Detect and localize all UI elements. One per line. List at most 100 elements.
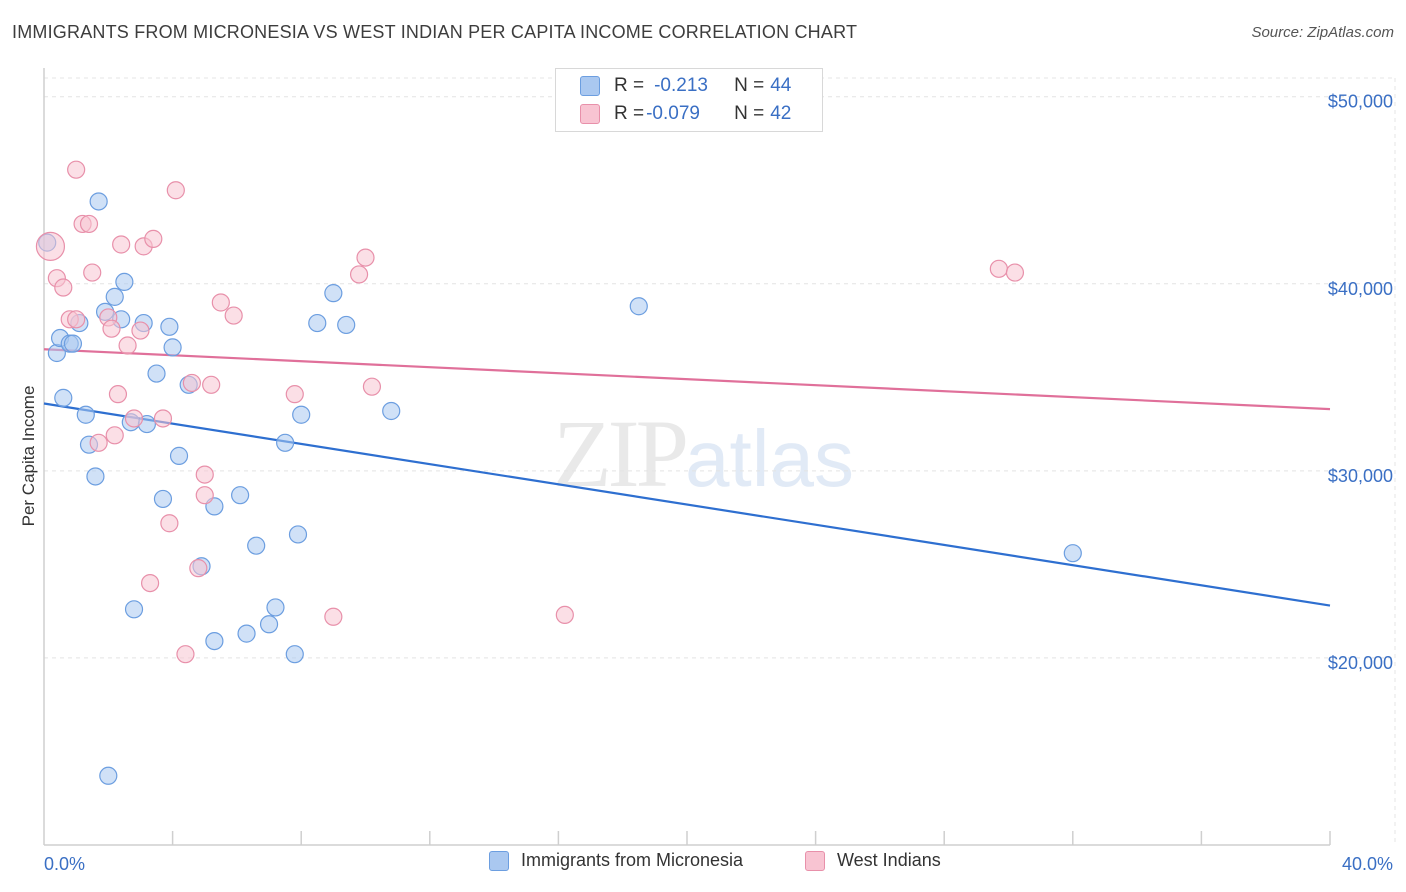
bottom-legend-label-west-indians: West Indians xyxy=(837,850,941,870)
data-point xyxy=(555,605,574,625)
stats-legend: R = -0.213 N = 44 R = -0.079 N = 42 xyxy=(555,68,823,132)
data-point xyxy=(382,401,401,421)
y-axis-title: Per Capita Income xyxy=(19,386,38,527)
legend-r-label: R = xyxy=(614,75,645,96)
legend-swatch-micronesia xyxy=(580,76,600,96)
data-point xyxy=(285,385,304,404)
data-point xyxy=(169,446,189,465)
data-point xyxy=(86,467,105,486)
data-point xyxy=(237,624,256,643)
data-point xyxy=(76,405,95,424)
data-point xyxy=(105,426,124,445)
source-label: Source: ZipAtlas.com xyxy=(1251,24,1394,41)
legend-n-value: 42 xyxy=(770,103,792,124)
data-point xyxy=(324,607,343,626)
data-point xyxy=(195,486,214,505)
data-point xyxy=(266,598,285,617)
data-point xyxy=(54,388,73,407)
data-point xyxy=(292,405,311,424)
data-point xyxy=(202,375,221,394)
axes xyxy=(43,68,1331,846)
legend-n-label: N = xyxy=(734,103,765,124)
data-point xyxy=(83,263,102,282)
data-points xyxy=(35,160,1082,785)
data-point xyxy=(629,297,648,316)
data-point xyxy=(324,284,343,303)
data-point xyxy=(182,373,201,393)
legend-n-label: N = xyxy=(734,75,765,96)
data-point xyxy=(211,293,230,312)
chart-title: IMMIGRANTS FROM MICRONESIA VS WEST INDIA… xyxy=(12,22,858,42)
data-point xyxy=(163,338,182,357)
data-point xyxy=(362,377,382,396)
data-point xyxy=(231,486,250,505)
bottom-legend-swatch-micronesia xyxy=(489,850,509,871)
watermark: ZIPatlas xyxy=(553,398,854,509)
data-point xyxy=(288,525,308,544)
trend-line xyxy=(43,402,1331,607)
data-point xyxy=(35,231,66,261)
data-point xyxy=(356,248,375,267)
data-point xyxy=(105,287,124,306)
tick-labels: $20,000 $30,000 $40,000 $50,000 0.0% 40.0% Per… xyxy=(19,92,1393,874)
data-point xyxy=(54,278,73,297)
data-point xyxy=(144,229,163,248)
data-point xyxy=(308,313,327,333)
data-point xyxy=(166,181,185,200)
data-point xyxy=(276,433,295,452)
data-point xyxy=(176,645,195,664)
legend-row-micronesia: R = -0.213 N = 44 xyxy=(580,72,791,100)
bottom-legend-micronesia: Immigrants from Micronesia xyxy=(489,850,743,871)
y-tick-label: $30,000 xyxy=(1328,466,1393,486)
trend-lines xyxy=(43,348,1331,607)
bottom-legend-label-micronesia: Immigrants from Micronesia xyxy=(521,850,744,870)
y-tick-label: $50,000 xyxy=(1328,92,1393,112)
data-point xyxy=(124,600,144,619)
data-point xyxy=(189,559,208,578)
data-point xyxy=(79,214,99,234)
data-point xyxy=(349,265,369,284)
data-point xyxy=(112,235,131,254)
data-point xyxy=(1063,544,1082,563)
data-point xyxy=(67,310,86,329)
bottom-legend-swatch-west-indians xyxy=(805,850,825,871)
bottom-legend-west-indians: West Indians xyxy=(805,850,941,871)
data-point xyxy=(147,364,166,383)
data-point xyxy=(247,536,266,555)
data-point xyxy=(102,319,121,338)
legend-r-value: -0.079 xyxy=(646,103,700,124)
x-tick-label-max: 40.0% xyxy=(1342,854,1393,874)
trend-line xyxy=(43,348,1331,411)
watermark-atlas: atlas xyxy=(685,414,854,503)
data-point xyxy=(89,433,108,452)
data-point xyxy=(259,615,279,634)
data-point xyxy=(89,192,108,211)
y-tick-label: $20,000 xyxy=(1328,653,1393,673)
legend-n-value: 44 xyxy=(770,75,792,96)
data-point xyxy=(195,465,214,484)
data-point xyxy=(153,489,173,509)
grid xyxy=(44,77,1396,845)
data-point xyxy=(67,160,86,179)
data-point xyxy=(118,336,137,355)
data-point xyxy=(160,514,179,533)
legend-swatch-west-indians xyxy=(580,104,600,124)
data-point xyxy=(160,317,179,336)
y-tick-label: $40,000 xyxy=(1328,279,1393,299)
legend-r-value: -0.213 xyxy=(654,75,708,96)
data-point xyxy=(63,334,83,353)
data-point xyxy=(285,645,304,664)
data-point xyxy=(108,385,128,404)
legend-r-label: R = xyxy=(614,103,645,124)
data-point xyxy=(153,409,173,428)
data-point xyxy=(131,321,150,340)
data-point xyxy=(337,315,356,335)
data-point xyxy=(140,573,160,593)
data-point xyxy=(1005,263,1025,282)
data-point xyxy=(224,306,243,325)
data-point xyxy=(205,631,224,651)
legend-row-west-indians: R = -0.079 N = 42 xyxy=(580,100,791,128)
data-point xyxy=(99,766,118,785)
watermark-zip: ZIP xyxy=(553,400,689,507)
